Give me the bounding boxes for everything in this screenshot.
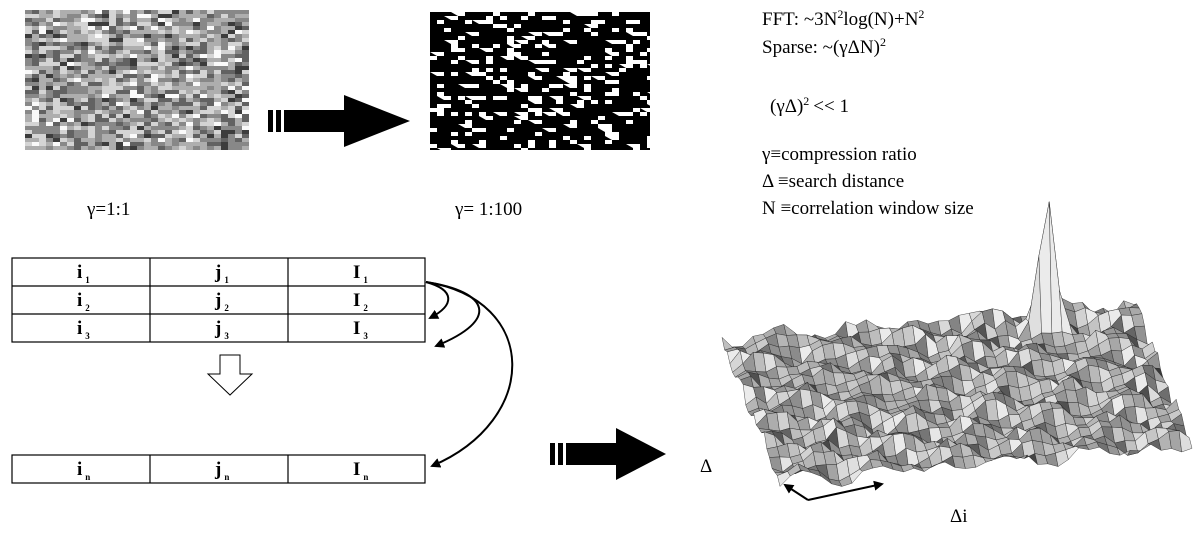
formula: (γΔ)2<< 1 [770,94,849,117]
surface-axes [785,484,882,500]
surface-plot [722,202,1192,487]
diagram: γ=1:1 γ= 1:100 FFT: ~3N2log(N)+N2 Sparse… [0,0,1198,534]
formula: Sparse: ~(γΔN)2 [762,35,886,58]
sparse-image [430,12,661,152]
page: { "images": { "dense_caption": "γ=1:1", … [0,0,1198,534]
axis-label: Δi [950,506,968,527]
formula: FFT: ~3N2log(N)+N2 [762,7,924,30]
down-arrow [208,355,252,395]
definition: Δ ≡search distance [762,171,904,192]
caption: γ= 1:100 [454,199,522,220]
caption: γ=1:1 [86,199,130,220]
dense-image [25,10,249,150]
big-arrow [550,428,666,480]
definition: N ≡correlation window size [762,198,974,219]
curved-arrows [426,282,512,466]
big-arrow [268,95,410,147]
definition: γ≡compression ratio [761,144,917,165]
axis-label: Δ [700,456,712,477]
